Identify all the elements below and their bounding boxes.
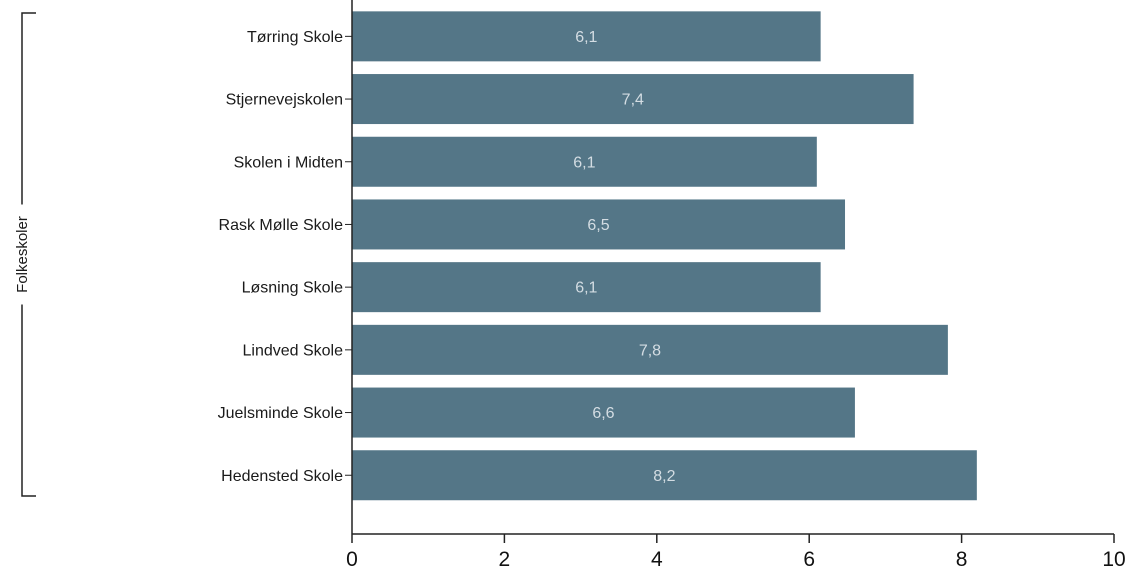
x-tick-label-5: 10 [1102,548,1125,571]
group-bracket [21,12,36,497]
bar-2 [352,136,817,187]
data-label-4: 6,1 [575,280,597,297]
bar-3 [352,199,846,250]
x-tick-label-4: 8 [956,548,968,571]
category-label-0: Tørring Skole [247,29,343,46]
bar-1 [352,74,914,125]
category-label-7: Hedensted Skole [221,468,343,485]
category-label-2: Skolen i Midten [234,154,343,171]
x-tick-label-3: 6 [803,548,815,571]
data-label-2: 6,1 [573,154,595,171]
category-label-4: Løsning Skole [242,280,343,297]
group-label: Folkeskoler [14,216,31,293]
data-label-6: 6,6 [592,405,614,422]
data-label-7: 8,2 [653,468,675,485]
data-label-0: 6,1 [575,29,597,46]
x-tick-label-1: 2 [499,548,511,571]
bar-4 [352,262,821,313]
category-label-3: Rask Mølle Skole [219,217,344,234]
data-label-5: 7,8 [639,342,661,359]
bar-6 [352,387,855,438]
category-label-6: Juelsminde Skole [218,405,344,422]
bar-7 [352,450,977,501]
bar-0 [352,11,821,62]
data-label-3: 6,5 [587,217,609,234]
x-tick-label-0: 0 [346,548,358,571]
category-label-5: Lindved Skole [242,342,343,359]
category-label-1: Stjernevejskolen [226,92,343,109]
data-label-1: 7,4 [622,92,644,109]
bar-5 [352,324,948,375]
x-tick-label-2: 4 [651,548,663,571]
